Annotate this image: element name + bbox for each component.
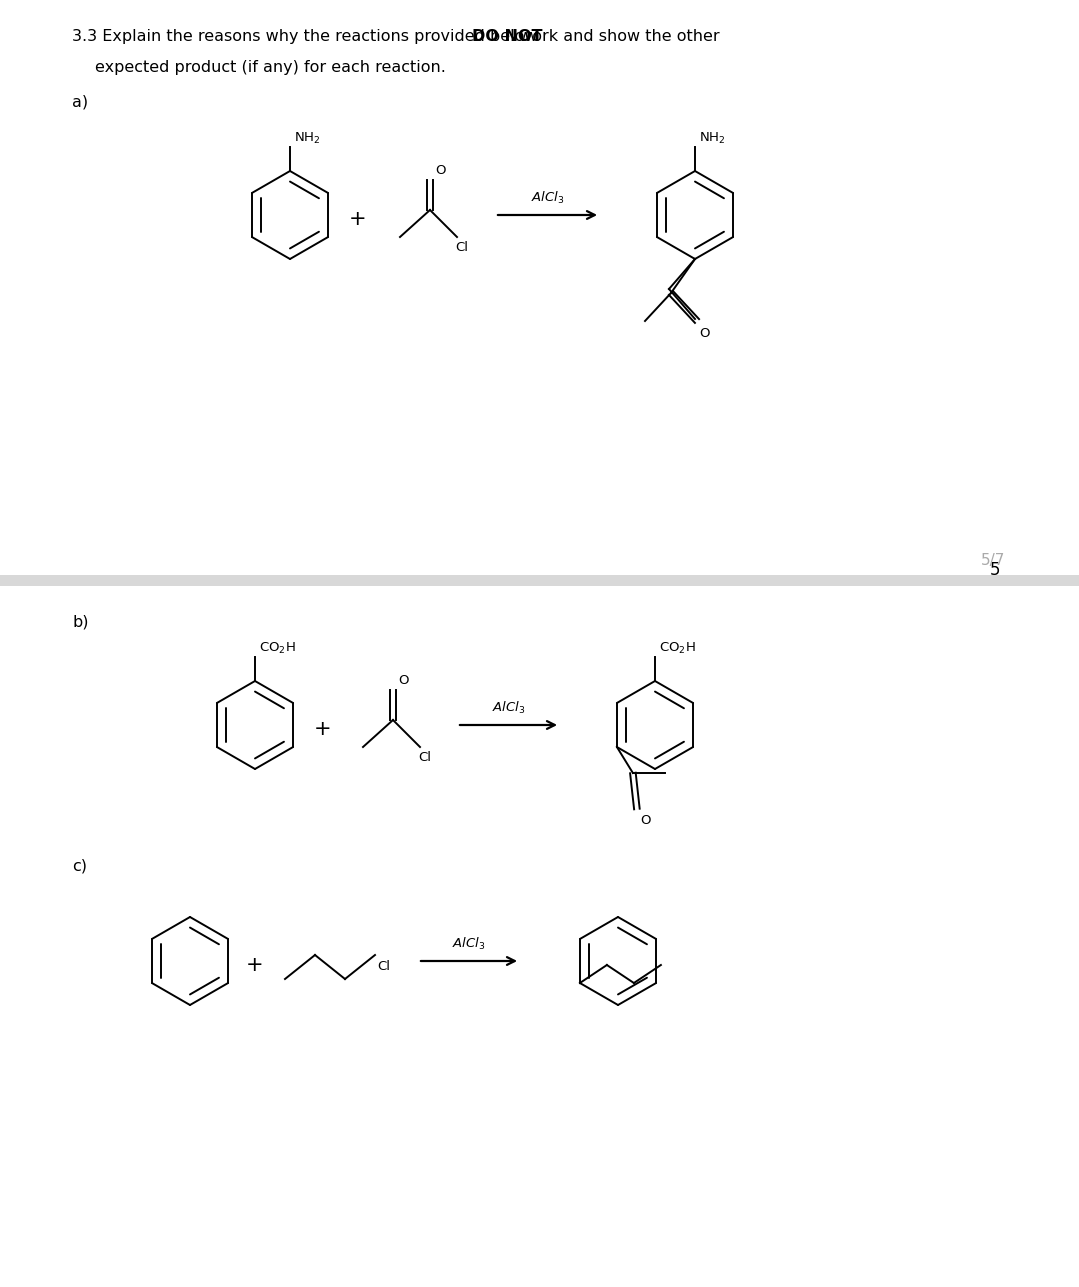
Text: O: O [398,674,409,687]
Text: DO NOT: DO NOT [472,30,543,44]
Text: O: O [640,813,651,828]
Text: +: + [350,208,367,229]
Text: 5/7: 5/7 [981,553,1005,568]
Text: AlCl$_3$: AlCl$_3$ [531,190,564,206]
Text: b): b) [72,615,88,631]
Text: NH$_2$: NH$_2$ [699,131,725,145]
Text: a): a) [72,95,88,109]
Text: NH$_2$: NH$_2$ [293,131,320,145]
Bar [0,575,1079,587]
Text: Cl: Cl [377,960,390,973]
Text: +: + [246,955,263,976]
Text: Cl: Cl [419,752,432,764]
Text: 3.3 Explain the reasons why the reactions provided below: 3.3 Explain the reasons why the reaction… [72,30,543,44]
Text: 5: 5 [989,561,1000,579]
Text: CO$_2$H: CO$_2$H [659,641,696,656]
Text: CO$_2$H: CO$_2$H [259,641,296,656]
Text: O: O [699,327,710,340]
Text: +: + [314,719,332,739]
Text: AlCl$_3$: AlCl$_3$ [452,936,486,952]
Text: Cl: Cl [455,241,468,254]
Text: expected product (if any) for each reaction.: expected product (if any) for each react… [95,60,446,75]
Text: work and show the other: work and show the other [514,30,720,44]
Text: c): c) [72,858,87,874]
Text: AlCl$_3$: AlCl$_3$ [492,700,525,716]
Text: O: O [435,163,446,178]
